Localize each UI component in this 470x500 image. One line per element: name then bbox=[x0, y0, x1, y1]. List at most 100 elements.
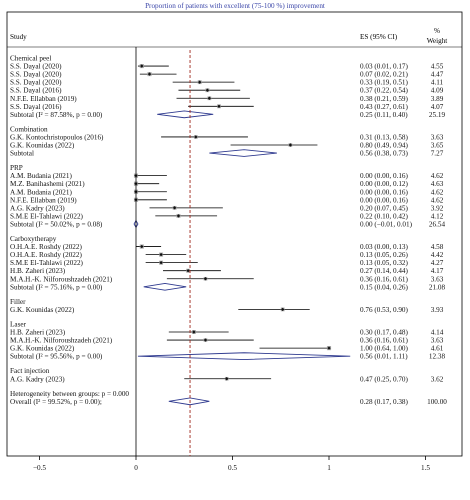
point-estimate bbox=[197, 80, 202, 84]
study-label: S.M.E El-Tahlawi (2022) bbox=[10, 259, 84, 267]
point-estimate bbox=[147, 72, 152, 76]
study-label: A.M. Budania (2021) bbox=[10, 172, 72, 180]
study-weight-label: 4.42 bbox=[431, 251, 444, 259]
point-estimate bbox=[140, 244, 144, 249]
group-title: Laser bbox=[10, 320, 27, 328]
study-label: O.H.A.E. Roshdy (2022) bbox=[10, 243, 82, 251]
study-es-label: 0.38 (0.21, 0.59) bbox=[360, 95, 409, 103]
study-weight-label: 4.62 bbox=[431, 172, 444, 180]
subtotal-weight-label: 26.54 bbox=[429, 220, 446, 228]
study-es-label: 0.31 (0.13, 0.58) bbox=[360, 133, 409, 141]
study-es-label: 0.37 (0.22, 0.54) bbox=[360, 87, 409, 95]
study-weight-label: 3.63 bbox=[431, 133, 444, 141]
study-label: S.S. Dayal (2016) bbox=[10, 103, 62, 111]
point-estimate bbox=[159, 260, 163, 265]
study-weight-label: 4.63 bbox=[431, 180, 444, 188]
study-es-label: 0.43 (0.27, 0.61) bbox=[360, 103, 409, 111]
study-weight-label: 4.61 bbox=[431, 345, 444, 353]
study-label: M.A.H.-K. Nilforoushzadeh (2021) bbox=[10, 275, 113, 283]
group-title: Carboxytherapy bbox=[10, 235, 57, 243]
study-weight-label: 3.62 bbox=[431, 375, 444, 383]
study-es-label: 0.27 (0.14, 0.44) bbox=[360, 267, 409, 275]
chart-title: Proportion of patients with excellent (7… bbox=[145, 2, 325, 10]
column-header-weight-symbol: % bbox=[434, 27, 440, 35]
study-es-label: 1.00 (0.64, 1.00) bbox=[360, 345, 409, 353]
study-label: A.M. Budania (2021) bbox=[10, 188, 72, 196]
point-estimate bbox=[203, 338, 208, 342]
column-header-study: Study bbox=[10, 33, 27, 41]
study-weight-label: 4.07 bbox=[431, 103, 444, 111]
plot-frame bbox=[6, 11, 463, 457]
overall-diamond bbox=[168, 397, 210, 406]
subtotal-diamond bbox=[157, 110, 214, 119]
subtotal-label: Subtotal (I² = 87.58%, p = 0.00) bbox=[10, 111, 103, 119]
study-weight-label: 4.27 bbox=[431, 259, 444, 267]
point-estimate bbox=[203, 277, 208, 281]
subtotal-es-label: 0.56 (0.38, 0.73) bbox=[360, 150, 409, 158]
study-label: M.Z. Banihashemi (2021) bbox=[10, 180, 85, 188]
point-estimate bbox=[288, 143, 293, 147]
study-label: S.S. Dayal (2020) bbox=[10, 79, 62, 87]
point-estimate bbox=[194, 135, 198, 139]
study-weight-label: 4.58 bbox=[431, 243, 444, 251]
overall-weight-label: 100.00 bbox=[427, 398, 447, 406]
study-label: M.A.H.-K. Nilforoushzadeh (2021) bbox=[10, 337, 113, 345]
subtotal-es-label: 0.15 (0.04, 0.26) bbox=[360, 283, 409, 291]
study-es-label: 0.36 (0.16, 0.61) bbox=[360, 337, 409, 345]
study-label: A.G. Kadry (2023) bbox=[10, 375, 65, 383]
point-estimate bbox=[225, 377, 229, 381]
study-weight-label: 3.89 bbox=[431, 95, 444, 103]
subtotal-label: Subtotal (I² = 95.56%, p = 0.00) bbox=[10, 353, 103, 361]
subtotal-weight-label: 12.38 bbox=[429, 353, 446, 361]
point-estimate bbox=[159, 252, 163, 257]
study-weight-label: 4.12 bbox=[431, 212, 444, 220]
study-label: N.F.E. Ellabban (2019) bbox=[10, 196, 77, 204]
point-estimate bbox=[186, 269, 190, 273]
study-label: S.S. Dayal (2020) bbox=[10, 71, 62, 79]
point-estimate bbox=[192, 330, 196, 334]
group-title: PRP bbox=[10, 164, 23, 172]
point-estimate bbox=[217, 104, 221, 108]
study-weight-label: 4.47 bbox=[431, 71, 444, 79]
study-weight-label: 4.62 bbox=[431, 196, 444, 204]
study-weight-label: 4.11 bbox=[431, 79, 444, 87]
x-tick-label: 1 bbox=[327, 464, 331, 472]
study-es-label: 0.00 (0.00, 0.16) bbox=[360, 196, 409, 204]
point-estimate bbox=[280, 307, 285, 312]
subtotal-label: Subtotal bbox=[10, 150, 34, 158]
study-weight-label: 3.65 bbox=[431, 142, 444, 150]
subtotal-label: Subtotal (I² = 75.16%, p = 0.00) bbox=[10, 283, 103, 291]
x-tick-label: 1.5 bbox=[421, 464, 430, 472]
study-weight-label: 4.14 bbox=[431, 329, 444, 337]
x-tick-label: −0.5 bbox=[33, 464, 46, 472]
group-title: Combination bbox=[10, 125, 48, 133]
study-weight-label: 4.17 bbox=[431, 267, 444, 275]
subtotal-weight-label: 25.19 bbox=[429, 111, 446, 119]
study-es-label: 0.76 (0.53, 0.90) bbox=[360, 306, 409, 314]
x-tick-label: 0.5 bbox=[228, 464, 237, 472]
group-title: Filler bbox=[10, 298, 26, 306]
study-es-label: 0.13 (0.05, 0.32) bbox=[360, 259, 409, 267]
study-label: G.K. Kounidas (2022) bbox=[10, 142, 75, 150]
study-label: G.K. Kounidas (2022) bbox=[10, 345, 75, 353]
study-label: S.S. Dayal (2016) bbox=[10, 87, 62, 95]
point-estimate bbox=[205, 88, 210, 92]
study-weight-label: 4.55 bbox=[431, 63, 444, 71]
study-es-label: 0.00 (0.00, 0.16) bbox=[360, 172, 409, 180]
study-es-label: 0.30 (0.17, 0.48) bbox=[360, 329, 409, 337]
study-weight-label: 3.63 bbox=[431, 337, 444, 345]
study-es-label: 0.80 (0.49, 0.94) bbox=[360, 142, 409, 150]
subtotal-diamond bbox=[143, 282, 187, 291]
subtotal-diamond bbox=[209, 149, 277, 157]
study-weight-label: 4.09 bbox=[431, 87, 444, 95]
study-label: S.S. Dayal (2020) bbox=[10, 63, 62, 71]
study-weight-label: 3.93 bbox=[431, 306, 444, 314]
group-title: Chemical peel bbox=[10, 55, 51, 63]
study-label: H.B. Zaheri (2023) bbox=[10, 267, 66, 275]
column-header-weight: Weight bbox=[427, 37, 448, 45]
study-es-label: 0.07 (0.02, 0.21) bbox=[360, 71, 409, 79]
study-label: O.H.A.E. Roshdy (2022) bbox=[10, 251, 82, 259]
study-es-label: 0.36 (0.16, 0.61) bbox=[360, 275, 409, 283]
